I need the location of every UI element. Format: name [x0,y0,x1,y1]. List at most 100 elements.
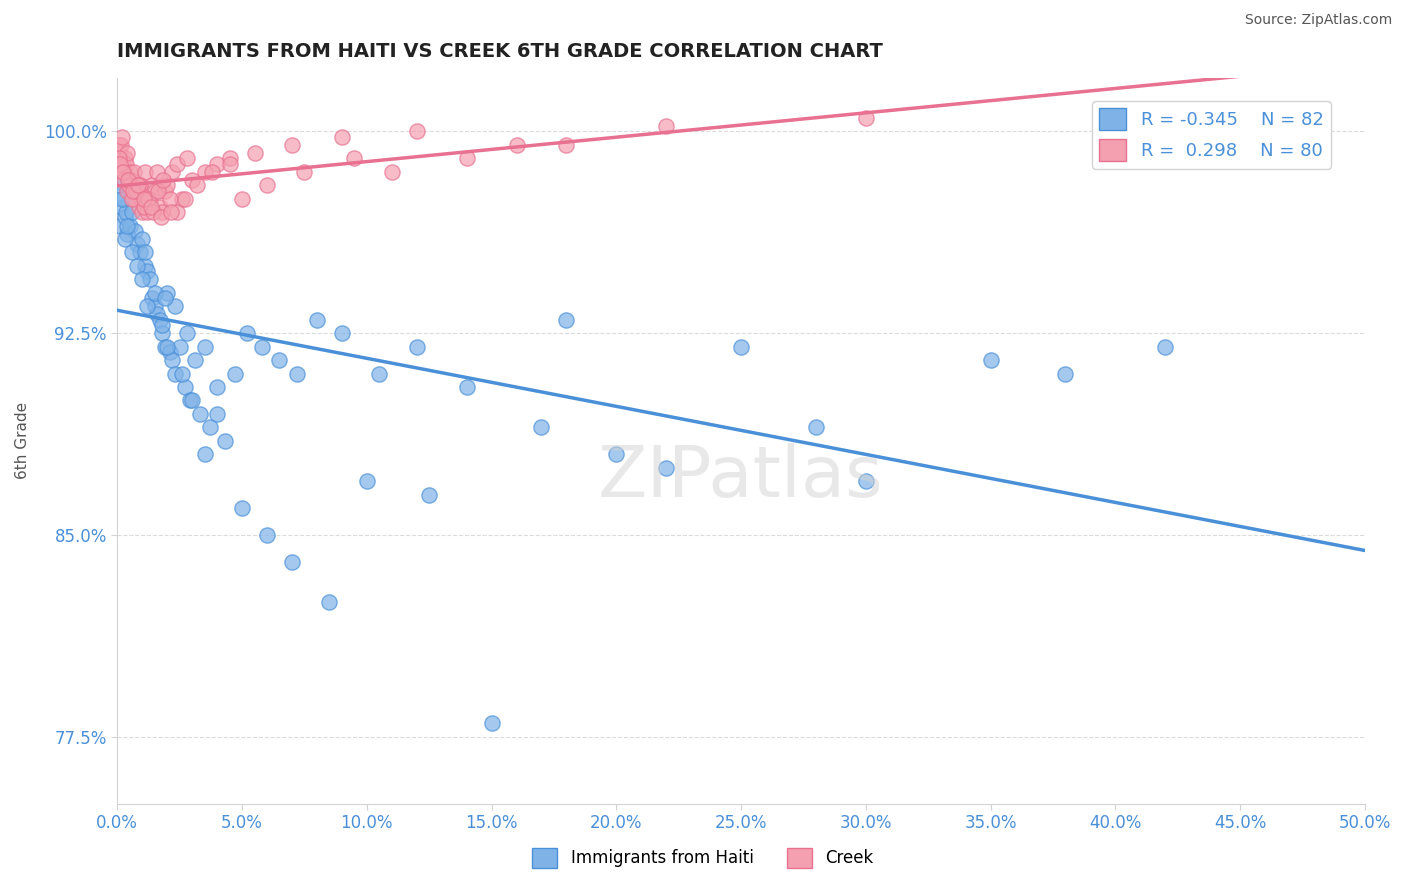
Point [555,137,578,152]
Point [730,340,752,354]
Point [194,165,217,179]
Point [505,137,527,152]
Point [120,173,142,187]
Point [456,380,478,394]
Point [127,259,149,273]
Point [117,178,139,193]
Point [114,232,136,246]
Point [111,176,134,190]
Point [481,716,503,731]
Point [125,178,148,193]
Point [305,312,328,326]
Point [115,157,138,171]
Point [172,192,194,206]
Point [134,259,156,273]
Point [163,299,186,313]
Point [205,380,228,394]
Point [121,192,143,206]
Point [655,460,678,475]
Point [269,353,291,368]
Point [112,165,135,179]
Point [855,474,877,488]
Point [201,165,224,179]
Point [111,165,134,179]
Point [218,157,240,171]
Point [114,151,136,165]
Point [139,200,162,214]
Point [381,165,404,179]
Point [121,205,143,219]
Point [122,165,145,179]
Point [163,367,186,381]
Point [256,178,278,193]
Point [131,232,153,246]
Point [153,291,176,305]
Point [281,555,304,569]
Point [138,192,160,206]
Point [146,307,169,321]
Point [173,380,195,394]
Point [108,178,131,193]
Point [117,227,139,241]
Point [136,264,159,278]
Point [131,205,153,219]
Point [150,318,173,332]
Point [1054,367,1077,381]
Point [188,407,211,421]
Point [111,192,134,206]
Point [118,219,141,233]
Point [980,353,1002,368]
Point [218,151,240,165]
Point [134,245,156,260]
Point [111,165,134,179]
Text: ZIPatlas: ZIPatlas [598,442,884,512]
Point [115,205,138,219]
Point [110,200,132,214]
Point [142,205,165,219]
Point [117,173,139,187]
Point [115,184,138,198]
Legend: Immigrants from Haiti, Creek: Immigrants from Haiti, Creek [526,841,880,875]
Point [136,205,159,219]
Point [166,205,188,219]
Point [139,192,162,206]
Point [128,200,150,214]
Point [418,487,440,501]
Point [231,192,253,206]
Point [107,137,129,152]
Point [127,237,149,252]
Point [143,285,166,300]
Point [318,595,340,609]
Point [136,299,159,313]
Point [343,151,366,165]
Point [160,165,183,179]
Point [117,219,139,233]
Point [117,145,139,160]
Point [605,447,627,461]
Point [112,192,135,206]
Point [456,151,478,165]
Point [183,353,205,368]
Point [160,205,183,219]
Point [160,353,183,368]
Point [205,407,228,421]
Point [125,184,148,198]
Point [110,137,132,152]
Point [121,184,143,198]
Point [166,157,188,171]
Point [186,178,208,193]
Point [243,145,266,160]
Point [108,145,131,160]
Point [236,326,259,341]
Point [131,272,153,286]
Point [110,157,132,171]
Point [250,340,273,354]
Point [153,184,176,198]
Point [114,211,136,225]
Point [149,211,172,225]
Point [405,124,427,138]
Point [176,151,198,165]
Point [156,285,179,300]
Point [555,312,578,326]
Point [124,192,146,206]
